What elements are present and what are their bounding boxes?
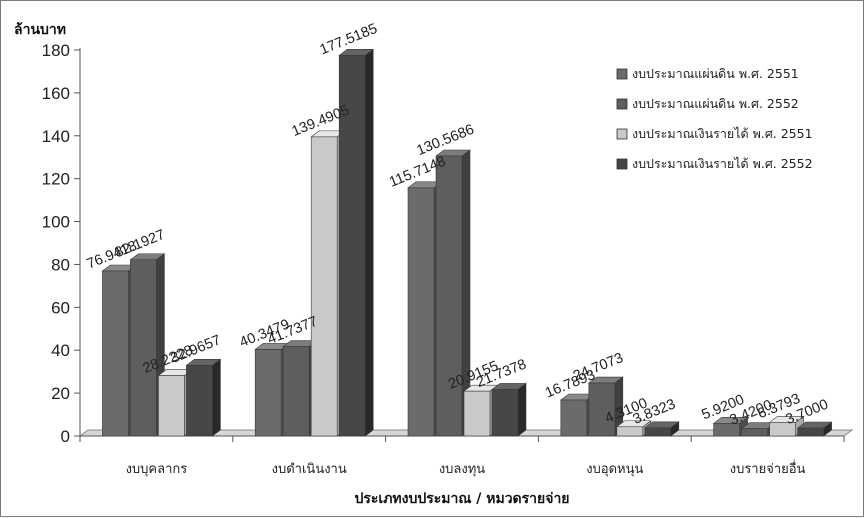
bar-front [158, 375, 185, 437]
bar-front [186, 365, 213, 437]
bar-front [588, 382, 616, 437]
x-tick-label: งบบุคลากร [126, 462, 188, 477]
y-tick-label: 100 [42, 213, 70, 232]
bar-front [435, 155, 463, 437]
y-tick-label: 140 [42, 127, 70, 146]
bar-front [644, 427, 672, 437]
y-tick-label: 80 [51, 255, 70, 274]
y-tick-label: 20 [51, 384, 70, 403]
y-tick-label: 40 [51, 341, 70, 360]
bar [587, 376, 624, 437]
x-tick-label: งบรายจ่ายอื่น [730, 460, 806, 477]
legend-label: งบประมาณแผ่นดิน พ.ศ. 2552 [632, 96, 799, 111]
bar-front [713, 423, 740, 437]
legend-label: งบประมาณแผ่นดิน พ.ศ. 2551 [632, 66, 799, 81]
y-tick-label: 0 [61, 427, 70, 446]
bar-front [102, 270, 129, 437]
bar-front [254, 349, 282, 437]
legend-swatch [616, 158, 628, 170]
bar-front [491, 389, 519, 437]
bar-side [364, 48, 374, 437]
bar-front [130, 259, 157, 437]
legend-item: งบประมาณเงินรายได้ พ.ศ. 2552 [616, 156, 813, 171]
bar [435, 149, 471, 437]
bar [185, 358, 222, 437]
y-axis-title: ล้านบาท [14, 22, 66, 38]
bar [491, 382, 527, 437]
x-axis-title: ประเภทงบประมาณ / หมวดรายจ่าย [354, 491, 569, 507]
bar-side [517, 382, 527, 437]
x-tick-label: งบดำเนินงาน [272, 462, 347, 477]
y-tick-label: 60 [51, 298, 70, 317]
legend-item: งบประมาณเงินรายได้ พ.ศ. 2551 [616, 126, 813, 141]
legend-label: งบประมาณเงินรายได้ พ.ศ. 2551 [632, 126, 813, 141]
legend-swatch [616, 68, 628, 80]
bar-front [560, 399, 588, 437]
y-tick-label: 180 [42, 41, 70, 60]
x-tick-label: งบลงทุน [439, 462, 485, 477]
bar-front [338, 55, 366, 437]
legend-swatch [616, 128, 628, 140]
bar [796, 421, 833, 437]
legend-label: งบประมาณเงินรายได้ พ.ศ. 2552 [632, 156, 813, 171]
y-tick-label: 120 [42, 170, 70, 189]
bar-front [741, 428, 768, 437]
bar-side [212, 358, 221, 437]
bar-front [769, 422, 796, 437]
bar-front [310, 136, 338, 437]
bar-front [797, 427, 824, 437]
y-tick-label: 160 [42, 84, 70, 103]
legend-item: งบประมาณแผ่นดิน พ.ศ. 2551 [616, 66, 799, 81]
legend-item: งบประมาณแผ่นดิน พ.ศ. 2552 [616, 96, 799, 111]
bars [101, 48, 833, 437]
legend-swatch [616, 98, 628, 110]
bar-front [463, 390, 491, 437]
legend: งบประมาณแผ่นดิน พ.ศ. 2551 งบประมาณแผ่นดิน… [616, 66, 813, 171]
bar-front [616, 426, 644, 437]
x-tick-label: งบอุดหนุน [586, 462, 643, 477]
bar-front [282, 346, 310, 437]
bar [643, 421, 680, 437]
bar-front [407, 187, 435, 437]
bar [338, 48, 375, 437]
